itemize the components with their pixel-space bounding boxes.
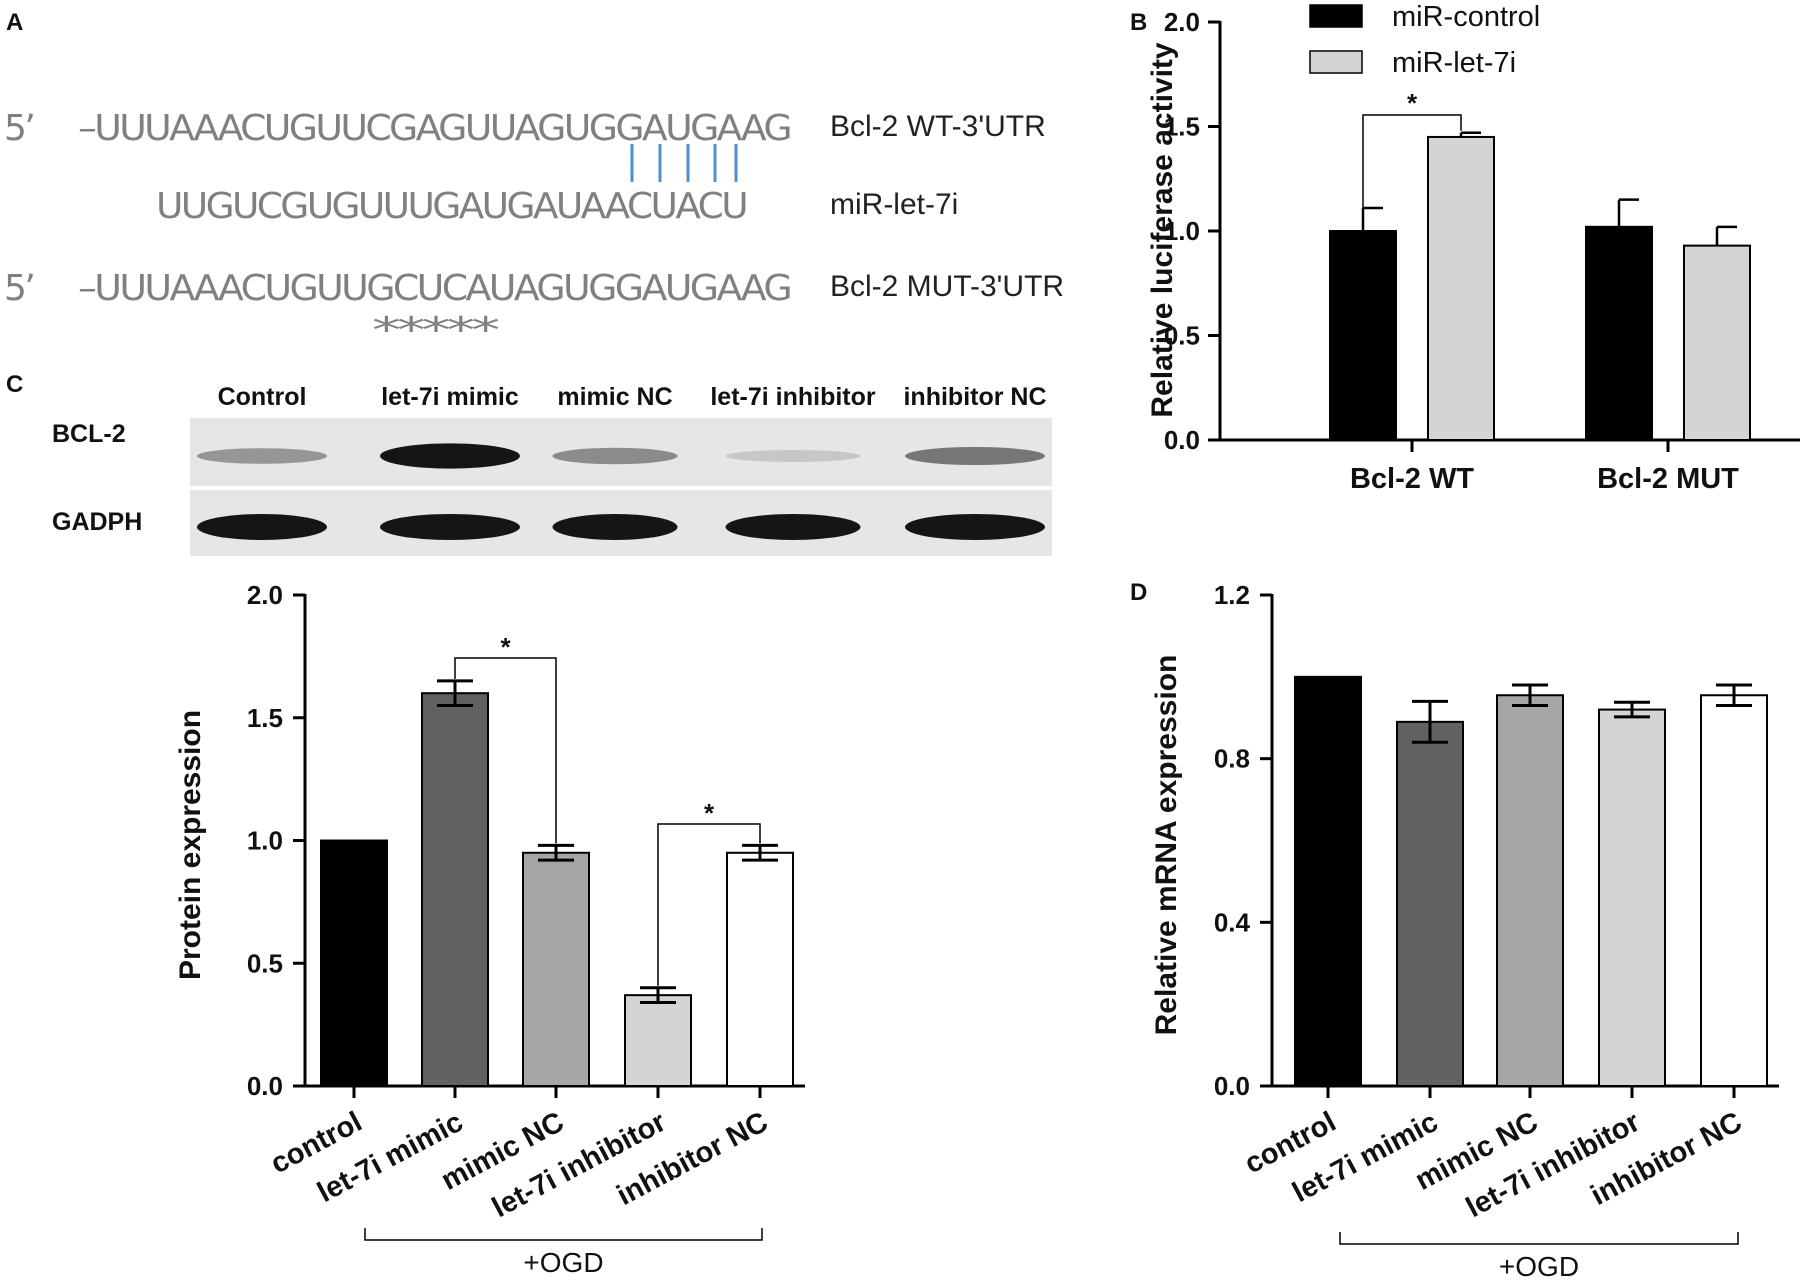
significance-star: *	[500, 632, 511, 662]
blot-band	[552, 447, 678, 465]
blot-row-label: GADPH	[52, 508, 142, 536]
panel-label-c: C	[6, 371, 23, 398]
blot-band	[197, 514, 327, 540]
blot-band	[905, 514, 1045, 540]
legend-swatch	[1309, 4, 1363, 28]
y-tick-label: 1.5	[1164, 112, 1200, 142]
y-tick-label: 2.0	[247, 580, 283, 610]
panel-label-a: A	[6, 9, 23, 36]
x-category-label: Bcl-2 WT	[1350, 463, 1474, 495]
panel-label-d: D	[1130, 579, 1147, 606]
y-tick-label: 0.0	[247, 1071, 283, 1101]
y-tick-label: 2.0	[1164, 7, 1200, 37]
y-axis-label: Protein expression	[174, 710, 207, 980]
bar	[1496, 694, 1564, 1088]
bar	[522, 851, 590, 1088]
legend-label: miR-control	[1392, 1, 1540, 33]
significance-bracket	[454, 657, 557, 844]
y-tick-label: 1.0	[1164, 216, 1200, 246]
base-pairing-lines	[630, 144, 738, 182]
western-blot: Control let-7i mimic mimic NC let-7i inhibi…	[52, 383, 1052, 556]
y-tick-label: 0.5	[1164, 321, 1200, 351]
bar-miR-let-7i	[1427, 135, 1495, 441]
bar-miR-let-7i	[1683, 244, 1751, 441]
lane-header: let-7i inhibitor	[710, 383, 876, 411]
group-label: +OGD	[523, 1247, 603, 1278]
bar	[1598, 708, 1666, 1087]
blot-band	[725, 514, 861, 540]
y-axis-label: Relative luciferase activity	[1146, 42, 1179, 418]
y-tick-label: 1.2	[1214, 580, 1250, 610]
mut-label: Bcl-2 MUT-3'UTR	[830, 270, 1064, 303]
blot-band	[552, 514, 678, 540]
blot-band	[725, 450, 861, 462]
group-bracket	[1339, 1232, 1739, 1245]
blot-band	[380, 443, 520, 469]
significance-star: *	[1407, 88, 1418, 118]
bar	[624, 994, 692, 1087]
bar	[726, 851, 794, 1088]
significance-star: *	[704, 798, 715, 828]
lane-header: let-7i mimic	[381, 383, 519, 411]
blot-band	[380, 514, 520, 540]
mut-sequence: –UUUAAACUGUUGCUCAUAGUGGAUGAAG	[78, 268, 790, 309]
x-category-label: Bcl-2 MUT	[1597, 463, 1739, 495]
y-tick-label: 0.5	[247, 948, 283, 978]
bar-miR-control	[1585, 225, 1653, 441]
x-category-label: let-7i inhibitor	[487, 1106, 671, 1224]
y-tick-label: 0.4	[1214, 907, 1251, 937]
mir-label: miR-let-7i	[830, 188, 958, 221]
lane-header: inhibitor NC	[903, 383, 1046, 411]
bar	[1396, 720, 1464, 1087]
blot-row-label: BCL-2	[52, 420, 126, 448]
group-label: +OGD	[1499, 1251, 1579, 1282]
bar-miR-control	[1329, 230, 1397, 441]
bar	[1294, 675, 1362, 1087]
legend-label: miR-let-7i	[1392, 47, 1516, 79]
wt-label: Bcl-2 WT-3'UTR	[830, 110, 1046, 143]
significance-bracket	[1362, 114, 1462, 209]
bar	[320, 839, 388, 1087]
mutation-asterisks: *****	[372, 310, 498, 351]
significance-bracket	[657, 823, 761, 986]
x-category-label: let-7i inhibitor	[1461, 1106, 1645, 1224]
legend-swatch	[1309, 50, 1363, 74]
lane-header: mimic NC	[557, 383, 672, 411]
panel-a-sequences: 5’ –UUUAAACUGUUCGAGUUAGUGGAUGAAG Bcl-2 W…	[4, 108, 1064, 351]
y-tick-label: 1.5	[247, 703, 283, 733]
y-tick-label: 0.0	[1214, 1071, 1250, 1101]
y-tick-label: 1.0	[247, 826, 283, 856]
y-axis-label: Relative mRNA expression	[1150, 655, 1183, 1036]
chart-b-luciferase: 0.0 0.5 1.0 1.5 2.0 Relative luciferase activ…	[1146, 1, 1800, 495]
panel-label-b: B	[1130, 9, 1147, 36]
bar	[421, 692, 489, 1087]
wt-sequence: –UUUAAACUGUUCGAGUUAGUGGAUGAAG	[78, 108, 790, 149]
y-tick-label: 0.0	[1164, 425, 1200, 455]
blot-band	[197, 448, 327, 464]
wt-prime-label: 5’	[4, 108, 33, 149]
lane-header: Control	[218, 383, 307, 411]
mut-prime-label: 5’	[4, 268, 33, 309]
mir-sequence: UUGUCGUGUUUGAUGAUAACUACU	[156, 186, 746, 227]
y-tick-label: 0.8	[1214, 744, 1250, 774]
blot-band	[905, 447, 1045, 465]
bar	[1700, 694, 1768, 1088]
group-bracket	[364, 1228, 763, 1241]
